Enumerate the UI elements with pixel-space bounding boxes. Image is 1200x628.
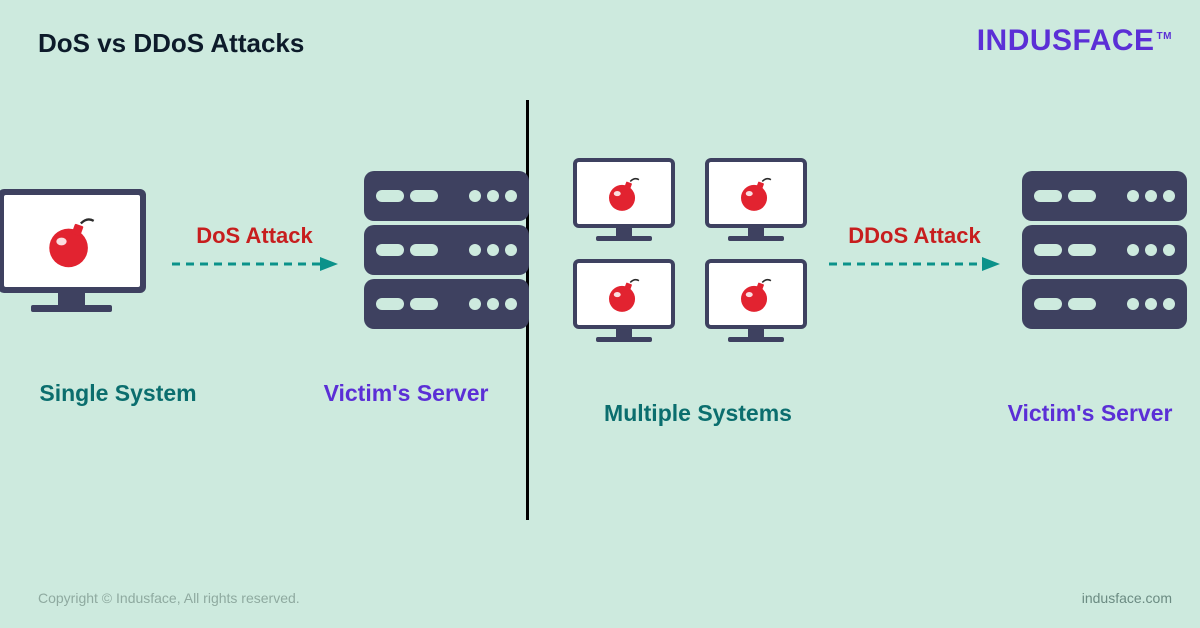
copyright-text: Copyright © Indusface, All rights reserv… xyxy=(38,590,300,606)
site-text: indusface.com xyxy=(1082,590,1172,606)
brand-logo: INDUSFACETM xyxy=(977,24,1172,58)
bomb-icon xyxy=(596,171,652,214)
victim-server-right-caption: Victim's Server xyxy=(990,400,1190,427)
bomb-icon xyxy=(728,272,784,315)
ddos-panel: DDoS Attack Multiple Systems Victim's Se… xyxy=(530,120,1200,500)
bomb-icon xyxy=(596,272,652,315)
brand-logo-text: INDUSFACE xyxy=(977,24,1155,57)
trademark-symbol: TM xyxy=(1157,31,1172,42)
victim-server-right-icon xyxy=(1022,171,1187,329)
dos-panel: DoS Attack Single System Victim's Server xyxy=(0,120,526,500)
bomb-icon xyxy=(728,171,784,214)
single-system-caption: Single System xyxy=(28,380,208,407)
dos-arrow-icon xyxy=(170,251,340,277)
multiple-systems-icon xyxy=(573,158,807,342)
ddos-attack-label: DDoS Attack xyxy=(848,223,980,249)
multiple-systems-caption: Multiple Systems xyxy=(578,400,818,427)
victim-server-left-caption: Victim's Server xyxy=(306,380,506,407)
ddos-arrow-icon xyxy=(827,251,1002,277)
dos-attack-label: DoS Attack xyxy=(196,223,313,249)
single-system-icon xyxy=(0,189,146,312)
bomb-icon xyxy=(31,208,113,272)
page-title: DoS vs DDoS Attacks xyxy=(38,28,304,59)
victim-server-left-icon xyxy=(364,171,529,329)
